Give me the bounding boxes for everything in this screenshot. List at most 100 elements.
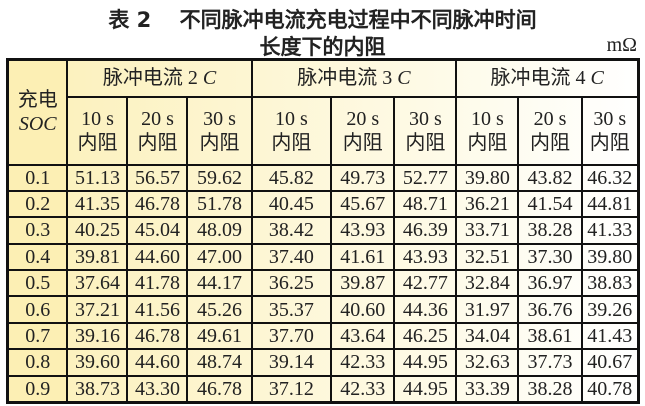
value-cell: 39.16 [66,321,129,351]
value-cell: 38.28 [517,216,583,245]
soc-label-2: SOC [18,113,57,136]
sub-header-time: 20 s [533,107,567,130]
value-cell: 42.77 [393,268,458,298]
value-cell: 40.25 [66,216,129,245]
sub-header-label: 内阻 [589,131,630,154]
value-cell: 41.78 [126,268,189,298]
value-cell: 39.60 [66,348,129,377]
value-cell: 59.62 [186,163,253,192]
table-title-line2: 长度下的内阻 [259,35,386,59]
value-cell: 46.78 [126,321,189,351]
sub-header-cell: 20 s 内阻 [517,95,583,166]
soc-cell: 0.6 [6,295,69,324]
value-cell: 49.61 [186,321,253,351]
sub-header-time: 30 s [593,107,627,130]
value-cell: 45.26 [186,295,253,324]
value-cell: 37.40 [250,242,333,272]
value-cell: 37.70 [250,321,333,351]
value-cell: 35.37 [250,295,333,324]
header-row-groups: 充电 SOC 脉冲电流 2 C 脉冲电流 3 C 脉冲电流 4 C [6,58,640,166]
value-cell: 52.77 [393,163,458,192]
value-cell: 37.30 [517,242,583,272]
value-cell: 49.73 [330,163,396,192]
value-cell: 31.97 [455,295,520,324]
value-cell: 33.39 [455,374,520,404]
value-cell: 32.84 [455,268,520,298]
value-cell: 40.78 [580,374,640,404]
value-cell: 37.73 [517,348,583,377]
soc-cell: 0.5 [6,268,69,298]
value-cell: 37.12 [250,374,333,404]
value-cell: 44.60 [126,348,189,377]
value-cell: 36.25 [250,268,333,298]
value-cell: 32.63 [455,348,520,377]
value-cell: 46.39 [393,216,458,245]
value-cell: 40.60 [330,295,396,324]
value-cell: 46.32 [580,163,640,192]
soc-cell: 0.8 [6,348,69,377]
sub-header-cell: 30 s 内阻 [393,95,458,166]
sub-header-label: 内阻 [137,131,178,154]
value-cell: 39.81 [66,242,129,272]
value-cell: 46.78 [186,374,253,404]
group-header-4c: 脉冲电流 4 C [455,58,640,98]
value-cell: 48.74 [186,348,253,377]
value-cell: 45.82 [250,163,333,192]
value-cell: 56.57 [126,163,189,192]
value-cell: 36.97 [517,268,583,298]
soc-cell: 0.4 [6,242,69,272]
soc-cell: 0.9 [6,374,69,404]
value-cell: 39.80 [455,163,520,192]
sub-header-cell: 10 s 内阻 [66,95,129,166]
sub-header-label: 内阻 [77,131,118,154]
value-cell: 39.80 [580,242,640,272]
value-cell: 41.35 [66,189,129,219]
value-cell: 41.61 [330,242,396,272]
soc-cell: 0.1 [6,163,69,192]
value-cell: 43.64 [330,321,396,351]
table-row: 0.9 38.73 43.30 46.78 37.12 42.33 44.95 33.39 38… [6,374,640,404]
sub-header-label: 内阻 [199,131,240,154]
header-row-sub: 10 s 内阻 20 s 内阻 30 s 内阻 10 s 内阻 20 s 内阻 30 s 内阻 10 s… [8,95,640,166]
sub-header-cell: 30 s 内阻 [186,95,253,166]
value-cell: 41.54 [517,189,583,219]
sub-header-label: 内阻 [405,131,446,154]
sub-header-time: 10 s [81,107,114,130]
value-cell: 37.64 [66,268,129,298]
value-cell: 51.78 [186,189,253,219]
value-cell: 41.33 [580,216,640,245]
sub-header-label: 内阻 [342,131,383,154]
value-cell: 38.61 [517,321,583,351]
value-cell: 39.14 [250,348,333,377]
value-cell: 41.56 [126,295,189,324]
value-cell: 44.17 [186,268,253,298]
table-row: 0.3 40.25 45.04 48.09 38.42 43.93 46.39 33.71 38… [6,216,640,245]
value-cell: 45.04 [126,216,189,245]
value-cell: 44.95 [393,348,458,377]
value-cell: 38.42 [250,216,333,245]
table-row: 0.6 37.21 41.56 45.26 35.37 40.60 44.36 31.97 36… [6,295,640,324]
sub-header-cell: 30 s 内阻 [580,95,640,166]
value-cell: 43.93 [393,242,458,272]
value-cell: 44.60 [126,242,189,272]
value-cell: 33.71 [455,216,520,245]
value-cell: 38.28 [517,374,583,404]
soc-header: 充电 SOC [6,58,69,166]
soc-cell: 0.2 [6,189,69,219]
sub-header-cell: 20 s 内阻 [330,95,396,166]
table-title-line1: 表 2 不同脉冲电流充电过程中不同脉冲时间 [108,8,537,32]
sub-header-cell: 20 s 内阻 [126,95,189,166]
value-cell: 45.67 [330,189,396,219]
sub-header-cell: 10 s 内阻 [455,95,520,166]
value-cell: 39.26 [580,295,640,324]
value-cell: 38.83 [580,268,640,298]
sub-header-cell: 10 s 内阻 [250,95,333,166]
table-row: 0.1 51.13 56.57 59.62 45.82 49.73 52.77 39.80 43… [6,163,640,192]
value-cell: 43.30 [126,374,189,404]
sub-header-time: 20 s [141,107,174,130]
value-cell: 43.82 [517,163,583,192]
table-row: 0.7 39.16 46.78 49.61 37.70 43.64 46.25 34.04 38… [6,321,640,351]
sub-header-time: 20 s [346,107,380,130]
table-row: 0.4 39.81 44.60 47.00 37.40 41.61 43.93 32.51 37… [6,242,640,272]
value-cell: 46.25 [393,321,458,351]
